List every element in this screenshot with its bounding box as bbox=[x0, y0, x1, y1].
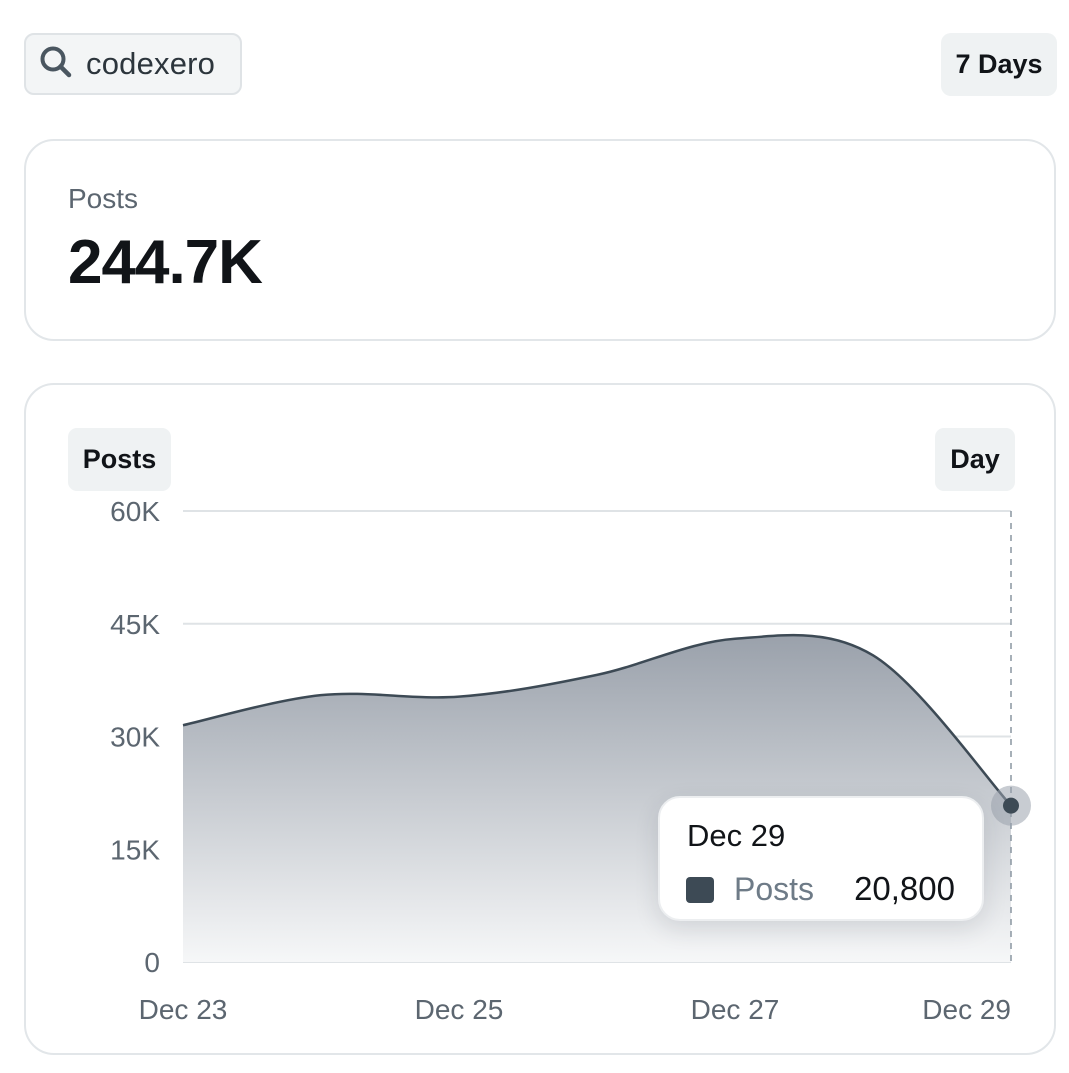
period-selector-button[interactable]: Day bbox=[935, 428, 1015, 491]
search-input[interactable]: codexero bbox=[24, 33, 242, 95]
y-tick-label: 0 bbox=[144, 947, 160, 978]
x-tick-label: Dec 29 bbox=[922, 994, 1011, 1025]
y-tick-label: 15K bbox=[110, 834, 160, 865]
stat-value: 244.7K bbox=[68, 228, 263, 297]
y-tick-label: 45K bbox=[110, 609, 160, 640]
y-tick-label: 30K bbox=[110, 722, 160, 753]
search-value: codexero bbox=[86, 46, 216, 81]
chart-tooltip: Dec 29 Posts 20,800 bbox=[658, 796, 984, 921]
tooltip-series-swatch bbox=[686, 877, 714, 903]
y-tick-label: 60K bbox=[110, 496, 160, 527]
x-tick-label: Dec 23 bbox=[139, 994, 228, 1025]
tooltip-date: Dec 29 bbox=[687, 818, 786, 853]
series-line-posts bbox=[182, 633, 1012, 807]
posts-stat-card: Posts 244.7K bbox=[24, 139, 1056, 341]
tooltip-series-name: Posts bbox=[734, 871, 815, 907]
tooltip-value: 20,800 bbox=[854, 870, 955, 907]
stat-label: Posts bbox=[68, 183, 139, 214]
metric-selector-button[interactable]: Posts bbox=[68, 428, 171, 491]
data-point-highlighted[interactable] bbox=[1003, 797, 1019, 814]
date-range-button[interactable]: 7 Days bbox=[941, 33, 1057, 96]
top-bar: codexero 7 Days bbox=[0, 0, 1069, 120]
x-tick-label: Dec 25 bbox=[415, 994, 504, 1025]
search-icon bbox=[38, 44, 74, 85]
x-tick-label: Dec 27 bbox=[691, 994, 780, 1025]
